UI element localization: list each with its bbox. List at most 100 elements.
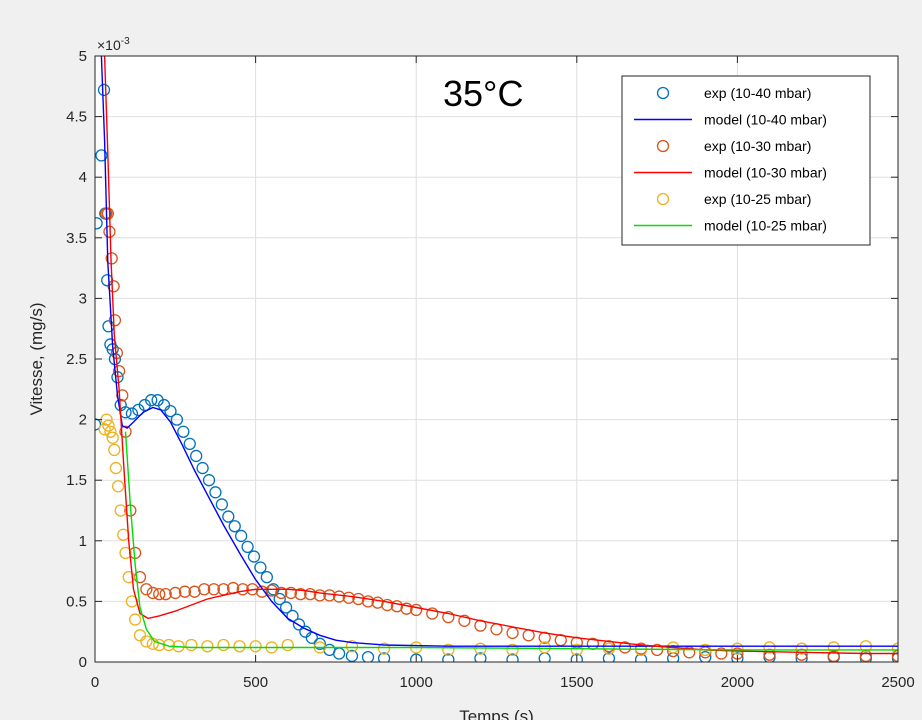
data-point — [222, 510, 235, 523]
data-point — [342, 591, 355, 604]
data-point — [109, 461, 123, 475]
data-point — [102, 419, 115, 432]
legend-marker — [656, 86, 670, 100]
data-point — [198, 583, 211, 596]
data-point — [201, 640, 214, 653]
data-point — [169, 586, 182, 600]
data-point — [265, 584, 278, 597]
data-point — [891, 649, 898, 662]
data-point — [190, 449, 203, 463]
data-point — [202, 474, 216, 487]
data-point — [313, 637, 326, 650]
data-point — [377, 642, 391, 655]
data-point — [618, 641, 632, 654]
data-point — [177, 425, 190, 438]
data-point — [119, 546, 132, 560]
data-point — [140, 635, 153, 648]
data-point — [106, 431, 119, 444]
data-point — [188, 585, 201, 598]
y-tick-label: 0 — [79, 654, 87, 671]
data-point — [891, 642, 898, 655]
data-point — [381, 598, 394, 612]
data-point — [304, 587, 317, 601]
legend-label: exp (10-30 mbar) — [704, 138, 811, 154]
data-point — [122, 571, 135, 584]
data-point — [390, 600, 404, 613]
data-point — [763, 641, 776, 654]
axis-ticks: 0 500 1000 1500 2000 2500 0 0.5 1 1.5 2 2.5 3 3.5 4 4.5… — [66, 48, 915, 691]
data-point — [731, 642, 744, 655]
data-point — [294, 587, 307, 601]
x-tick-label: 2500 — [881, 674, 914, 691]
temperature-annotation: 35°C — [443, 73, 523, 114]
y-tick-label: 3 — [79, 290, 87, 307]
data-point — [345, 649, 359, 662]
data-point — [377, 652, 391, 662]
data-point — [281, 638, 294, 652]
data-point — [209, 486, 222, 499]
data-point — [108, 443, 121, 457]
legend-label: exp (10-40 mbar) — [704, 85, 811, 101]
data-point — [145, 394, 158, 407]
data-point — [273, 592, 286, 606]
data-point — [506, 643, 519, 657]
y-tick-label: 4.5 — [66, 109, 87, 126]
data-point — [183, 437, 196, 450]
data-point — [228, 520, 241, 533]
series-line — [124, 431, 898, 651]
y-tick-label: 1 — [79, 533, 87, 550]
data-point — [715, 647, 728, 660]
data-point — [400, 602, 413, 615]
data-point — [538, 641, 551, 654]
data-point — [95, 217, 103, 230]
y-tick-label: 2.5 — [66, 351, 87, 368]
data-point — [107, 280, 120, 293]
legend-label: model (10-40 mbar) — [704, 112, 827, 128]
data-point — [249, 640, 262, 653]
data-point — [247, 550, 261, 563]
y-tick-label: 2 — [79, 412, 87, 429]
legend-label: model (10-25 mbar) — [704, 218, 827, 234]
data-point — [233, 640, 246, 653]
data-point — [185, 638, 198, 652]
data-point — [153, 587, 166, 601]
legend-label: model (10-30 mbar) — [704, 165, 827, 181]
data-point — [345, 640, 359, 653]
data-point — [215, 498, 229, 511]
data-point — [125, 407, 139, 420]
y-exponent-label: ×10-3 — [97, 36, 130, 53]
data-point — [506, 653, 519, 662]
data-point — [279, 601, 293, 614]
x-tick-label: 0 — [91, 674, 99, 691]
data-point — [284, 586, 298, 600]
x-tick-label: 500 — [243, 674, 268, 691]
x-tick-label: 2000 — [721, 674, 754, 691]
data-point — [371, 596, 384, 609]
x-tick-label: 1000 — [400, 674, 433, 691]
data-point — [313, 589, 326, 602]
data-point — [442, 611, 455, 624]
data-point — [426, 607, 439, 620]
y-exponent-base: ×10 — [97, 37, 121, 53]
series-line — [103, 56, 898, 655]
data-point — [217, 638, 230, 652]
data-point — [361, 651, 375, 662]
data-point — [207, 583, 220, 596]
data-point — [164, 404, 177, 418]
data-point — [159, 587, 172, 601]
data-point — [112, 364, 126, 378]
x-axis-label: Temps (s) — [459, 707, 534, 720]
legend-box — [621, 75, 871, 246]
legend-marker — [656, 192, 670, 206]
y-tick-label: 4 — [79, 169, 87, 186]
data-point — [699, 651, 712, 662]
data-point — [170, 413, 184, 426]
data-point — [292, 618, 306, 631]
data-point — [146, 586, 159, 600]
data-point — [458, 614, 471, 627]
y-exponent-power: -3 — [121, 36, 130, 47]
data-point — [111, 480, 125, 493]
y-tick-label: 3.5 — [66, 230, 87, 247]
legend-label: exp (10-25 mbar) — [704, 191, 811, 207]
